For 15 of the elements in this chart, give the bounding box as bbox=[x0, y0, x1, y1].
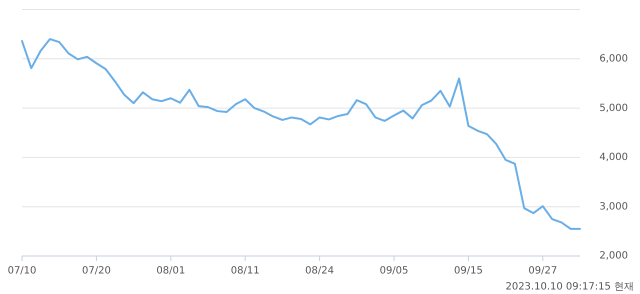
x-tick-label: 08/11 bbox=[230, 266, 260, 277]
x-tick-label: 08/24 bbox=[305, 266, 334, 277]
x-tick-label: 08/01 bbox=[156, 266, 186, 277]
line-series bbox=[21, 38, 581, 230]
x-tick-label: 07/20 bbox=[82, 266, 111, 277]
x-tick-label: 09/05 bbox=[380, 266, 408, 277]
y-tick-label: 3,000 bbox=[599, 201, 628, 212]
x-tick-label: 07/10 bbox=[8, 266, 36, 277]
y-tick-label: 2,000 bbox=[599, 250, 628, 262]
x-tick-label: 09/27 bbox=[528, 266, 558, 277]
y-tick-label: 5,000 bbox=[599, 102, 628, 114]
x-tick-label: 09/15 bbox=[454, 266, 483, 277]
text: 2023.10.10 09:17:15 현재 bbox=[505, 282, 634, 293]
y-tick-label: 6,000 bbox=[599, 54, 628, 65]
y-tick-label: 4,000 bbox=[599, 152, 628, 164]
